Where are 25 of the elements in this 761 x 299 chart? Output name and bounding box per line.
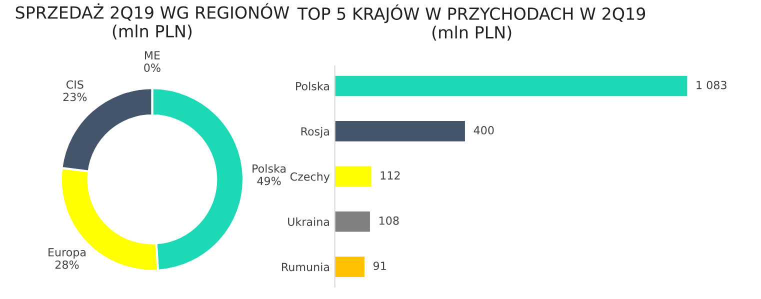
data-label: 91 (373, 262, 386, 270)
bar (334, 76, 688, 96)
slice-label: Europa (48, 248, 86, 259)
y-tick-label: Polska (296, 82, 329, 90)
bar (334, 256, 364, 277)
data-label: 1 083 (696, 80, 726, 90)
category-label: ME (144, 51, 160, 60)
chart-title: TOP 5 KRAJÓW W PRZYCHODACH W 2Q19 (mln PLN) (297, 4, 646, 41)
slice-label: Polska (252, 164, 286, 173)
data-label: 108 (380, 216, 399, 225)
data-label: 400 (474, 126, 494, 134)
data-label: 28% (55, 260, 79, 269)
bar (334, 121, 465, 142)
slice-label: CIS (66, 80, 84, 89)
data-label: 23% (63, 92, 87, 102)
bar (334, 211, 370, 232)
y-tick-label: Rosja (301, 126, 329, 138)
text: 0% (144, 64, 160, 72)
y-tick-label: Rumunia (282, 262, 329, 272)
data-label: 112 (380, 171, 400, 180)
y-tick-label: Czechy (290, 172, 330, 183)
data-label: 49% (257, 176, 281, 186)
y-tick-label: Ukraina (288, 217, 329, 226)
chart-title: SPRZEDAŻ 2Q19 WG REGIONÓW (mln PLN) (16, 3, 290, 40)
bar (334, 166, 372, 187)
